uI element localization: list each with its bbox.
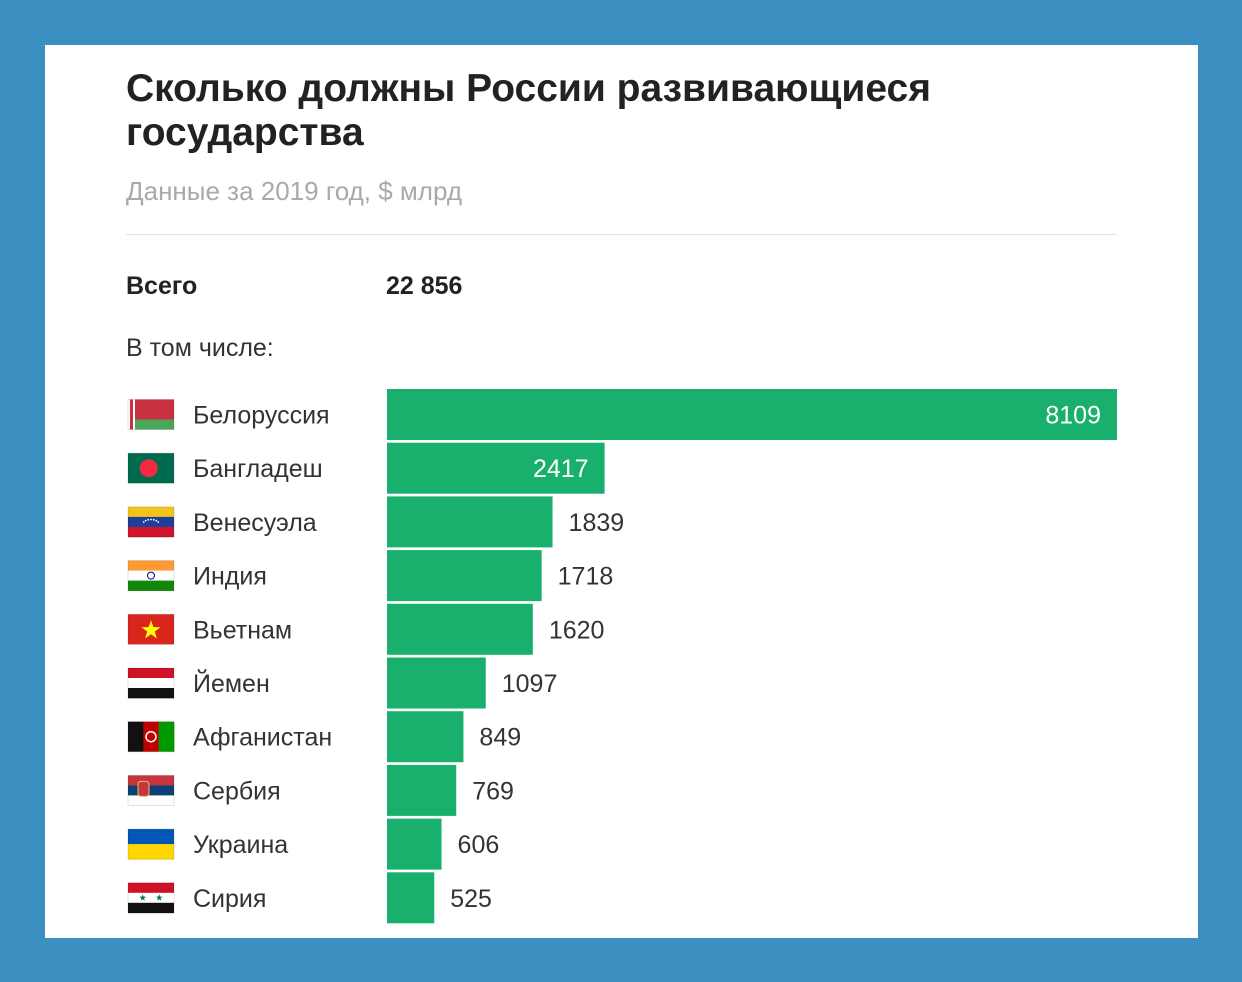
bar-value-label: 525	[450, 885, 492, 913]
bar	[387, 764, 457, 816]
venezuela-flag-icon	[127, 506, 175, 538]
country-label: Индия	[193, 563, 267, 591]
belarus-flag-icon	[127, 399, 175, 430]
bar-value-label: 769	[472, 777, 514, 805]
bar	[387, 818, 442, 870]
bar	[387, 550, 542, 602]
ukraine-flag-icon	[127, 828, 175, 860]
country-label: Сирия	[193, 885, 266, 913]
vietnam-flag-icon	[127, 613, 175, 645]
bar	[387, 872, 435, 924]
bar-value-label: 1718	[558, 563, 614, 591]
bar-value-label: 2417	[533, 455, 589, 483]
bar-value-label: 606	[458, 831, 500, 859]
afghanistan-flag-icon	[127, 721, 175, 753]
total-value: 22 856	[386, 272, 463, 300]
country-label: Белоруссия	[193, 402, 330, 430]
total-label: Всего	[126, 272, 198, 300]
country-label: Йемен	[193, 668, 270, 698]
bar-value-label: 8109	[1045, 402, 1101, 430]
subtotal-label: В том числе:	[126, 334, 274, 362]
country-label: Украина	[193, 831, 288, 859]
bar	[387, 711, 464, 763]
bar-value-label: 1839	[569, 509, 625, 537]
bar	[387, 603, 533, 655]
country-label: Афганистан	[193, 724, 332, 752]
yemen-flag-icon	[127, 667, 175, 699]
bangladesh-flag-icon	[127, 452, 175, 484]
bar-chart: Белоруссия 8109 Бангладеш 2417 Венесуэла 1839…	[127, 389, 1117, 924]
chart-subtitle: Данные за 2019 год, $ млрд	[126, 176, 463, 206]
bar	[387, 657, 486, 709]
bar-value-label: 849	[479, 724, 521, 752]
bar-value-label: 1620	[549, 616, 605, 644]
country-label: Бангладеш	[193, 455, 323, 483]
bar	[387, 496, 553, 548]
bar	[387, 389, 1117, 440]
bar-value-label: 1097	[502, 670, 558, 698]
bar	[387, 442, 605, 494]
chart-title: Сколько должны России развивающиеся госу…	[126, 67, 931, 154]
country-label: Сербия	[193, 777, 281, 805]
country-label: Венесуэла	[193, 509, 317, 537]
infographic-card: Сколько должны России развивающиеся госу…	[45, 45, 1198, 938]
divider	[126, 234, 1117, 235]
syria-flag-icon	[127, 882, 175, 914]
serbia-flag-icon	[127, 774, 175, 806]
country-label: Вьетнам	[193, 616, 292, 644]
india-flag-icon	[127, 560, 175, 592]
